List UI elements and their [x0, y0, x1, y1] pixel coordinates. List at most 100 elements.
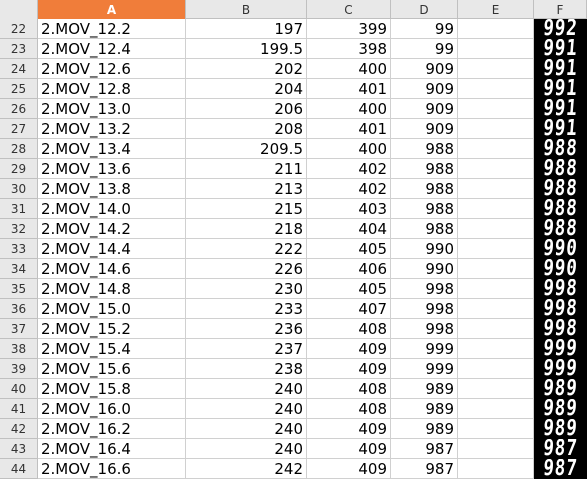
cell-b[interactable]: 209.5 [186, 139, 307, 159]
column-header-a[interactable]: A [38, 0, 186, 19]
cell-b[interactable]: 230 [186, 279, 307, 299]
cell-d[interactable]: 989 [391, 419, 458, 439]
cell-a[interactable]: 2.MOV_12.2 [38, 19, 186, 39]
cell-a[interactable]: 2.MOV_14.0 [38, 199, 186, 219]
cell-e[interactable] [458, 339, 534, 359]
lcd-image-cell[interactable]: 988 [534, 159, 587, 179]
cell-b[interactable]: 199.5 [186, 39, 307, 59]
row-header[interactable]: 39 [0, 359, 38, 379]
cell-b[interactable]: 236 [186, 319, 307, 339]
cell-d[interactable]: 989 [391, 399, 458, 419]
cell-b[interactable]: 211 [186, 159, 307, 179]
cell-e[interactable] [458, 119, 534, 139]
cell-b[interactable]: 240 [186, 399, 307, 419]
cell-a[interactable]: 2.MOV_13.4 [38, 139, 186, 159]
cell-c[interactable]: 403 [307, 199, 391, 219]
column-header-b[interactable]: B [186, 0, 307, 19]
cell-e[interactable] [458, 379, 534, 399]
row-header[interactable]: 23 [0, 39, 38, 59]
cell-b[interactable]: 237 [186, 339, 307, 359]
cell-a[interactable]: 2.MOV_14.2 [38, 219, 186, 239]
lcd-image-cell[interactable]: 988 [534, 139, 587, 159]
cell-b[interactable]: 215 [186, 199, 307, 219]
row-header[interactable]: 37 [0, 319, 38, 339]
cell-a[interactable]: 2.MOV_13.6 [38, 159, 186, 179]
cell-d[interactable]: 909 [391, 99, 458, 119]
cell-e[interactable] [458, 399, 534, 419]
row-header[interactable]: 42 [0, 419, 38, 439]
lcd-image-cell[interactable]: 989 [534, 379, 587, 399]
cell-a[interactable]: 2.MOV_15.2 [38, 319, 186, 339]
cell-c[interactable]: 408 [307, 399, 391, 419]
lcd-image-cell[interactable]: 991 [534, 79, 587, 99]
cell-b[interactable]: 240 [186, 379, 307, 399]
cell-a[interactable]: 2.MOV_15.8 [38, 379, 186, 399]
cell-d[interactable]: 998 [391, 319, 458, 339]
cell-e[interactable] [458, 19, 534, 39]
cell-d[interactable]: 99 [391, 19, 458, 39]
row-header[interactable]: 40 [0, 379, 38, 399]
cell-c[interactable]: 409 [307, 459, 391, 479]
cell-a[interactable]: 2.MOV_15.4 [38, 339, 186, 359]
cell-e[interactable] [458, 239, 534, 259]
cell-d[interactable]: 989 [391, 379, 458, 399]
lcd-image-cell[interactable]: 999 [534, 339, 587, 359]
cell-e[interactable] [458, 319, 534, 339]
row-header[interactable]: 28 [0, 139, 38, 159]
cell-b[interactable]: 233 [186, 299, 307, 319]
cell-c[interactable]: 401 [307, 119, 391, 139]
cell-c[interactable]: 400 [307, 99, 391, 119]
cell-d[interactable]: 990 [391, 259, 458, 279]
cell-c[interactable]: 409 [307, 359, 391, 379]
cell-e[interactable] [458, 419, 534, 439]
cell-e[interactable] [458, 459, 534, 479]
cell-d[interactable]: 909 [391, 79, 458, 99]
lcd-image-cell[interactable]: 999 [534, 359, 587, 379]
cell-a[interactable]: 2.MOV_13.0 [38, 99, 186, 119]
row-header[interactable]: 32 [0, 219, 38, 239]
row-header[interactable]: 44 [0, 459, 38, 479]
cell-b[interactable]: 226 [186, 259, 307, 279]
row-header[interactable]: 31 [0, 199, 38, 219]
lcd-image-cell[interactable]: 998 [534, 299, 587, 319]
cell-b[interactable]: 240 [186, 439, 307, 459]
cell-e[interactable] [458, 179, 534, 199]
row-header[interactable]: 27 [0, 119, 38, 139]
cell-b[interactable]: 202 [186, 59, 307, 79]
cell-d[interactable]: 988 [391, 159, 458, 179]
cell-b[interactable]: 204 [186, 79, 307, 99]
lcd-image-cell[interactable]: 991 [534, 119, 587, 139]
cell-b[interactable]: 206 [186, 99, 307, 119]
cell-e[interactable] [458, 299, 534, 319]
cell-c[interactable]: 408 [307, 319, 391, 339]
cell-d[interactable]: 987 [391, 439, 458, 459]
cell-c[interactable]: 399 [307, 19, 391, 39]
lcd-image-cell[interactable]: 988 [534, 179, 587, 199]
cell-a[interactable]: 2.MOV_16.0 [38, 399, 186, 419]
cell-c[interactable]: 400 [307, 139, 391, 159]
cell-d[interactable]: 990 [391, 239, 458, 259]
row-header[interactable]: 24 [0, 59, 38, 79]
cell-d[interactable]: 988 [391, 199, 458, 219]
row-header[interactable]: 25 [0, 79, 38, 99]
row-header[interactable]: 26 [0, 99, 38, 119]
cell-c[interactable]: 398 [307, 39, 391, 59]
cell-d[interactable]: 909 [391, 59, 458, 79]
lcd-image-cell[interactable]: 990 [534, 239, 587, 259]
lcd-image-cell[interactable]: 989 [534, 399, 587, 419]
cell-e[interactable] [458, 79, 534, 99]
row-header[interactable]: 35 [0, 279, 38, 299]
cell-b[interactable]: 242 [186, 459, 307, 479]
cell-b[interactable]: 208 [186, 119, 307, 139]
cell-c[interactable]: 402 [307, 179, 391, 199]
cell-c[interactable]: 409 [307, 419, 391, 439]
cell-d[interactable]: 909 [391, 119, 458, 139]
cell-c[interactable]: 401 [307, 79, 391, 99]
cell-e[interactable] [458, 99, 534, 119]
column-header-f[interactable]: F [534, 0, 587, 19]
lcd-image-cell[interactable]: 991 [534, 59, 587, 79]
column-header-d[interactable]: D [391, 0, 458, 19]
lcd-image-cell[interactable]: 998 [534, 319, 587, 339]
cell-e[interactable] [458, 219, 534, 239]
cell-c[interactable]: 405 [307, 239, 391, 259]
